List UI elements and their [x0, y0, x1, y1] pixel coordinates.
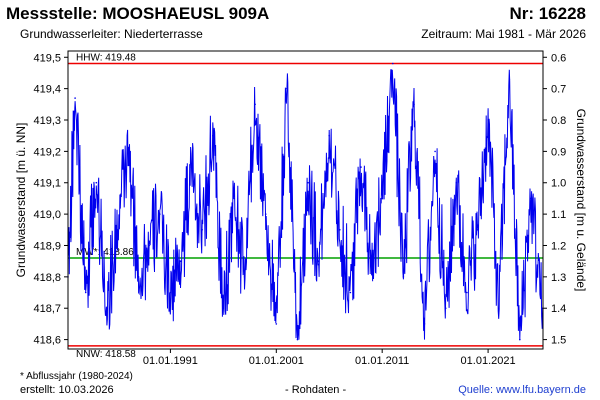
- data-point: [339, 229, 341, 231]
- data-point: [74, 97, 76, 99]
- data-point: [476, 229, 479, 231]
- data-point: [254, 103, 256, 106]
- ytick-right-label: 0.9: [551, 146, 566, 158]
- ytick-right-label: 1.3: [551, 272, 566, 284]
- ytick-right-label: 1.1: [551, 209, 566, 221]
- data-point: [317, 260, 320, 263]
- ylabel-left: Grundwasserstand [m ü. NN]: [14, 123, 28, 278]
- data-point: [95, 181, 98, 184]
- station-title: Messstelle: MOOSHAEUSL 909A: [6, 4, 270, 23]
- ytick-left-label: 419,5: [33, 52, 61, 64]
- rawdata-label: - Rohdaten -: [285, 384, 347, 396]
- xtick-label: 01.01.2001: [249, 355, 304, 367]
- data-point: [201, 229, 203, 231]
- aquifer-label: Grundwasserleiter: Niederterrasse: [20, 27, 203, 41]
- data-point: [116, 229, 119, 231]
- ytick-right-label: 0.6: [551, 52, 566, 64]
- xtick-label: 01.01.2011: [355, 355, 409, 367]
- ytick-right-label: 0.8: [551, 115, 566, 127]
- data-point: [264, 213, 267, 215]
- reference-label: HHW: 419.48: [76, 53, 136, 64]
- axes: 419,5 0.6 419,4 0.7 419,3 0.8 419,2 0.9 419,1 1.0…: [33, 52, 566, 367]
- data-point: [466, 291, 468, 294]
- data-point: [180, 260, 182, 263]
- data-point: [508, 78, 511, 80]
- data-point: [402, 276, 405, 278]
- data-point: [307, 181, 309, 184]
- ytick-left-label: 419,3: [33, 115, 61, 127]
- data-point: [360, 166, 362, 168]
- ytick-left-label: 419,0: [33, 209, 61, 221]
- ytick-left-label: 418,9: [33, 240, 61, 252]
- data-point: [169, 291, 172, 294]
- station-number: Nr: 16228: [509, 4, 586, 23]
- ytick-left-label: 419,4: [33, 84, 61, 96]
- data-point: [434, 150, 436, 153]
- data-point: [222, 307, 225, 310]
- ytick-left-label: 419,2: [33, 146, 61, 158]
- data-point: [286, 87, 288, 90]
- data-point: [296, 338, 299, 341]
- data-point: [413, 103, 415, 106]
- ytick-right-label: 1.5: [551, 335, 566, 347]
- series-layer: [67, 62, 544, 341]
- data-point: [137, 276, 140, 278]
- created-date: erstellt: 10.03.2026: [20, 384, 114, 396]
- ytick-right-label: 1.2: [551, 240, 566, 252]
- data-point: [84, 291, 87, 294]
- data-point: [233, 197, 235, 200]
- axis-labels: Grundwasserstand [m ü. NN] Grundwassersta…: [14, 109, 588, 292]
- data-point: [529, 197, 532, 200]
- ylabel-right: Grundwasserstand [m u. Gelände]: [574, 109, 588, 292]
- ytick-left-label: 418,8: [33, 272, 61, 284]
- data-point: [148, 244, 150, 247]
- groundwater-level-series: [67, 69, 544, 340]
- data-point: [349, 291, 352, 294]
- footnote: * Abflussjahr (1980-2024): [20, 371, 133, 382]
- data-point: [455, 181, 458, 184]
- data-point: [243, 276, 246, 278]
- ytick-left-label: 419,1: [33, 178, 61, 190]
- data-point: [392, 62, 394, 65]
- data-point: [328, 134, 331, 137]
- data-point: [487, 119, 489, 121]
- data-point: [381, 197, 384, 200]
- xtick-label: 01.01.2021: [461, 355, 516, 367]
- data-point: [370, 260, 373, 263]
- reference-label: MW*: 418.86: [76, 247, 134, 258]
- data-point: [190, 166, 193, 168]
- ytick-right-label: 0.7: [551, 84, 566, 96]
- plot-frame: [67, 50, 544, 350]
- source-link[interactable]: Quelle: www.lfu.bayern.de: [458, 384, 586, 396]
- data-point: [497, 307, 500, 310]
- data-point: [212, 134, 214, 137]
- reference-label: NNW: 418.58: [76, 349, 136, 360]
- data-point: [159, 213, 161, 215]
- data-point: [423, 323, 426, 325]
- period-label: Zeitraum: Mai 1981 - Mär 2026: [421, 27, 586, 41]
- ytick-right-label: 1.0: [551, 178, 566, 190]
- xtick-label: 01.01.1991: [143, 355, 198, 367]
- ytick-left-label: 418,7: [33, 303, 61, 315]
- data-point: [444, 307, 447, 310]
- data-point: [106, 307, 108, 310]
- data-point: [519, 338, 521, 341]
- ytick-right-label: 1.4: [551, 303, 566, 315]
- ytick-left-label: 418,6: [33, 335, 61, 347]
- data-point: [275, 323, 278, 325]
- data-point: [127, 150, 129, 153]
